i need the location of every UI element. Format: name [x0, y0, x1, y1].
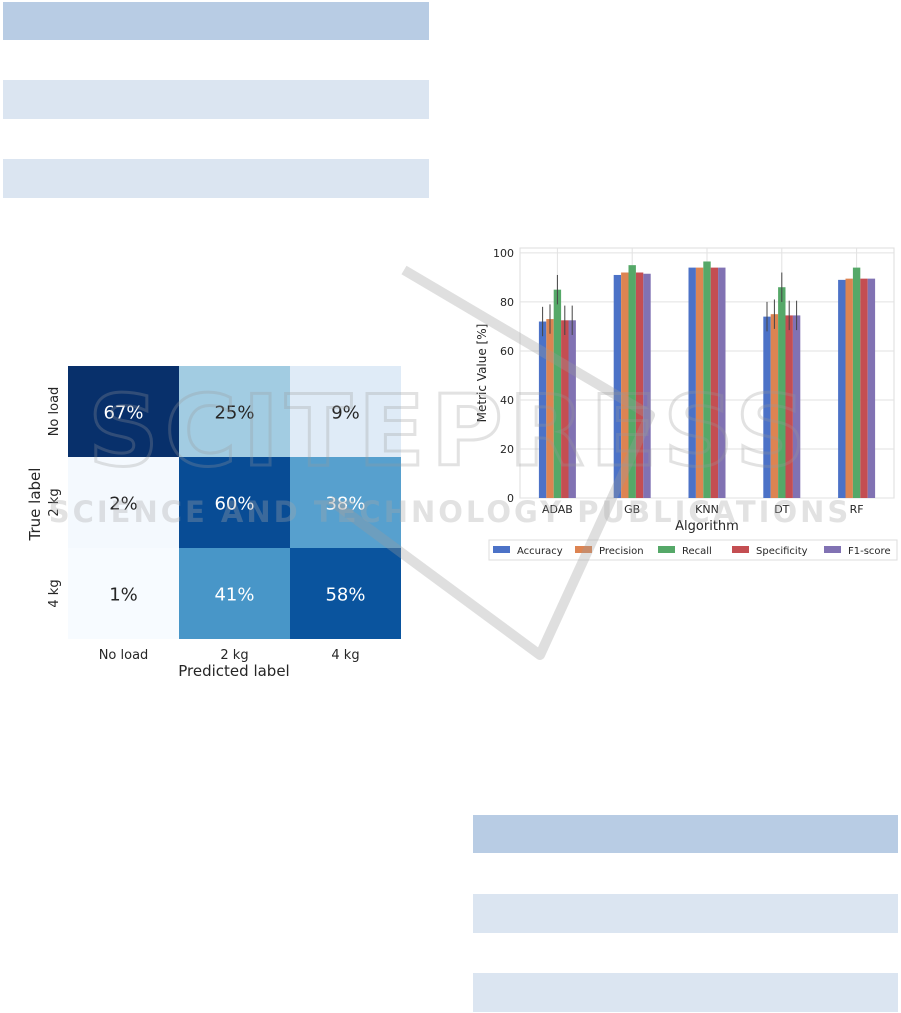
table-header-band-bottom — [473, 815, 898, 853]
cm-x-tick-label: 2 kg — [220, 648, 248, 663]
bar-recall — [628, 265, 636, 498]
bar-accuracy — [538, 321, 547, 498]
legend-label: Accuracy — [517, 546, 563, 557]
bar-f1-score — [643, 273, 651, 498]
legend-box — [488, 539, 898, 561]
cm-y-tick-label: 4 kg — [47, 579, 62, 607]
legend-swatch — [824, 546, 841, 553]
table-header-band-top — [3, 2, 429, 40]
cm-x-tick-label: No load — [99, 648, 149, 663]
y-tick-label: 20 — [500, 443, 514, 456]
heatmap-cell — [68, 366, 179, 457]
metrics-bar-chart: ADAB GB KNN DT RF 0 20 40 60 80 100 Algorithm Met… — [475, 247, 898, 561]
legend-label: Precision — [599, 546, 644, 557]
x-tick-label: ADAB — [542, 503, 573, 516]
bar-specificity — [710, 267, 719, 498]
cm-y-tick-label: 2 kg — [47, 488, 62, 516]
heatmap-cell-value: 25% — [214, 403, 254, 424]
bar-precision — [845, 278, 853, 498]
heatmap-cell — [290, 548, 401, 639]
bar-recall — [553, 289, 562, 498]
bar-y-axis-label: Metric Value [%] — [475, 324, 489, 423]
table-row-band-top-2 — [3, 159, 429, 198]
cm-y-tick-label: No load — [47, 387, 62, 437]
x-tick-label: GB — [624, 503, 640, 516]
y-tick-label: 100 — [493, 247, 514, 260]
heatmap-cell-value: 60% — [214, 494, 254, 515]
heatmap-cell — [179, 366, 290, 457]
bar-f1-score — [792, 315, 801, 498]
y-tick-label: 80 — [500, 296, 514, 309]
bar-specificity — [561, 320, 569, 498]
heatmap-cell — [68, 457, 179, 548]
cm-x-tick-label: 4 kg — [331, 648, 359, 663]
legend-label: F1-score — [848, 546, 891, 557]
x-tick-label: KNN — [695, 503, 719, 516]
bar-precision — [621, 272, 629, 498]
bar-f1-score — [718, 267, 726, 498]
bar-f1-score — [568, 320, 576, 498]
legend-swatch — [575, 546, 592, 553]
heatmap-cell — [179, 457, 290, 548]
heatmap-cell-value: 41% — [214, 585, 254, 606]
heatmap-cell-value: 67% — [103, 403, 143, 424]
bar-recall — [703, 261, 711, 498]
legend-label: Specificity — [756, 546, 808, 557]
heatmap-cell-value: 38% — [325, 494, 365, 515]
cm-y-axis-label: True label — [26, 468, 44, 542]
cm-x-axis-label: Predicted label — [178, 662, 289, 680]
bar-recall — [852, 267, 861, 498]
bar-precision — [695, 267, 704, 498]
heatmap-cell-value: 1% — [109, 585, 138, 606]
heatmap-cell — [290, 457, 401, 548]
heatmap-cell — [179, 548, 290, 639]
heatmap-cell — [68, 548, 179, 639]
bar-specificity — [860, 278, 868, 498]
bar-recall — [778, 287, 786, 498]
y-tick-label: 0 — [507, 492, 514, 505]
bar-accuracy — [763, 316, 771, 498]
table-row-band-bottom-1 — [473, 894, 898, 933]
bar-accuracy — [688, 267, 696, 498]
heatmap-cell-value: 9% — [331, 403, 360, 424]
x-tick-label: DT — [774, 503, 789, 516]
bar-precision — [770, 314, 779, 498]
heatmap-cell — [290, 366, 401, 457]
heatmap-cell-value: 58% — [325, 585, 365, 606]
heatmap-cell-value: 2% — [109, 494, 138, 515]
x-tick-label: RF — [850, 503, 864, 516]
bar-accuracy — [613, 274, 622, 498]
bar-accuracy — [838, 279, 846, 498]
bar-specificity — [785, 315, 793, 498]
y-tick-label: 60 — [500, 345, 514, 358]
legend-swatch — [493, 546, 510, 553]
bar-f1-score — [867, 278, 876, 498]
bar-specificity — [635, 272, 644, 498]
bar-precision — [546, 319, 554, 498]
legend-label: Recall — [682, 546, 712, 557]
table-row-band-bottom-2 — [473, 973, 898, 1012]
confusion-matrix-chart: 67% 25% 9% 2% 60% 38% 1% 41% 58% No load 2 kg 4 kg… — [26, 366, 401, 680]
legend-swatch — [732, 546, 749, 553]
y-tick-label: 40 — [500, 394, 514, 407]
bar-x-axis-label: Algorithm — [675, 519, 739, 534]
table-row-band-top-1 — [3, 80, 429, 119]
legend-swatch — [658, 546, 675, 553]
